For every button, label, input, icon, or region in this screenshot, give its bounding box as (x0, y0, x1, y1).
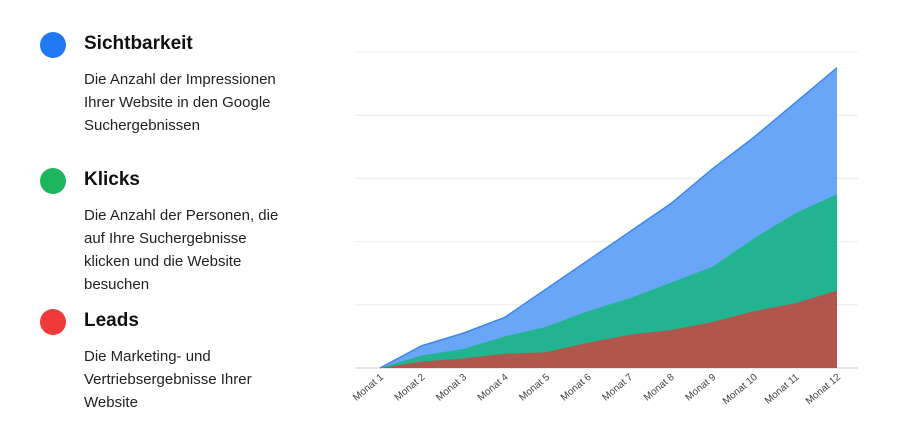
x-tick-label: Monat 6 (559, 372, 594, 404)
x-axis-ticks: Monat 1 Monat 2 Monat 3 Monat 4 Monat 5 Monat… (351, 372, 843, 408)
legend-item-sichtbarkeit: Sichtbarkeit Die Anzahl der Impressionen… (40, 30, 276, 137)
x-tick-label: Monat 1 (351, 372, 386, 404)
x-tick-label: Monat 10 (721, 372, 760, 408)
green-dot-icon (40, 168, 66, 194)
chart-areas (379, 67, 838, 369)
legend-title: Leads (84, 310, 139, 331)
x-tick-label: Monat 4 (476, 372, 511, 404)
legend-title: Klicks (84, 169, 140, 190)
legend-description: Die Anzahl der Impressionen Ihrer Websit… (84, 71, 276, 134)
area-series-leads (380, 290, 837, 368)
line-series-sichtbarkeit (379, 67, 838, 369)
x-tick-label: Monat 2 (393, 372, 428, 404)
legend-description: Die Marketing- und Vertriebsergebnisse I… (84, 348, 252, 411)
x-tick-label: Monat 3 (434, 372, 469, 404)
red-dot-icon (40, 309, 66, 335)
x-tick-label: Monat 8 (642, 372, 677, 404)
x-tick-label: Monat 11 (763, 372, 802, 407)
x-tick-label: Monat 5 (517, 372, 552, 404)
legend-title: Sichtbarkeit (84, 33, 193, 54)
blue-dot-icon (40, 32, 66, 58)
x-tick-label: Monat 12 (804, 372, 843, 408)
legend-item-klicks: Klicks Die Anzahl der Personen, die auf … (40, 166, 278, 296)
legend-item-leads: Leads Die Marketing- und Vertriebsergebn… (40, 307, 252, 414)
x-tick-label: Monat 9 (684, 372, 719, 404)
legend-description: Die Anzahl der Personen, die auf Ihre Su… (84, 207, 279, 293)
x-tick-label: Monat 7 (600, 372, 635, 404)
